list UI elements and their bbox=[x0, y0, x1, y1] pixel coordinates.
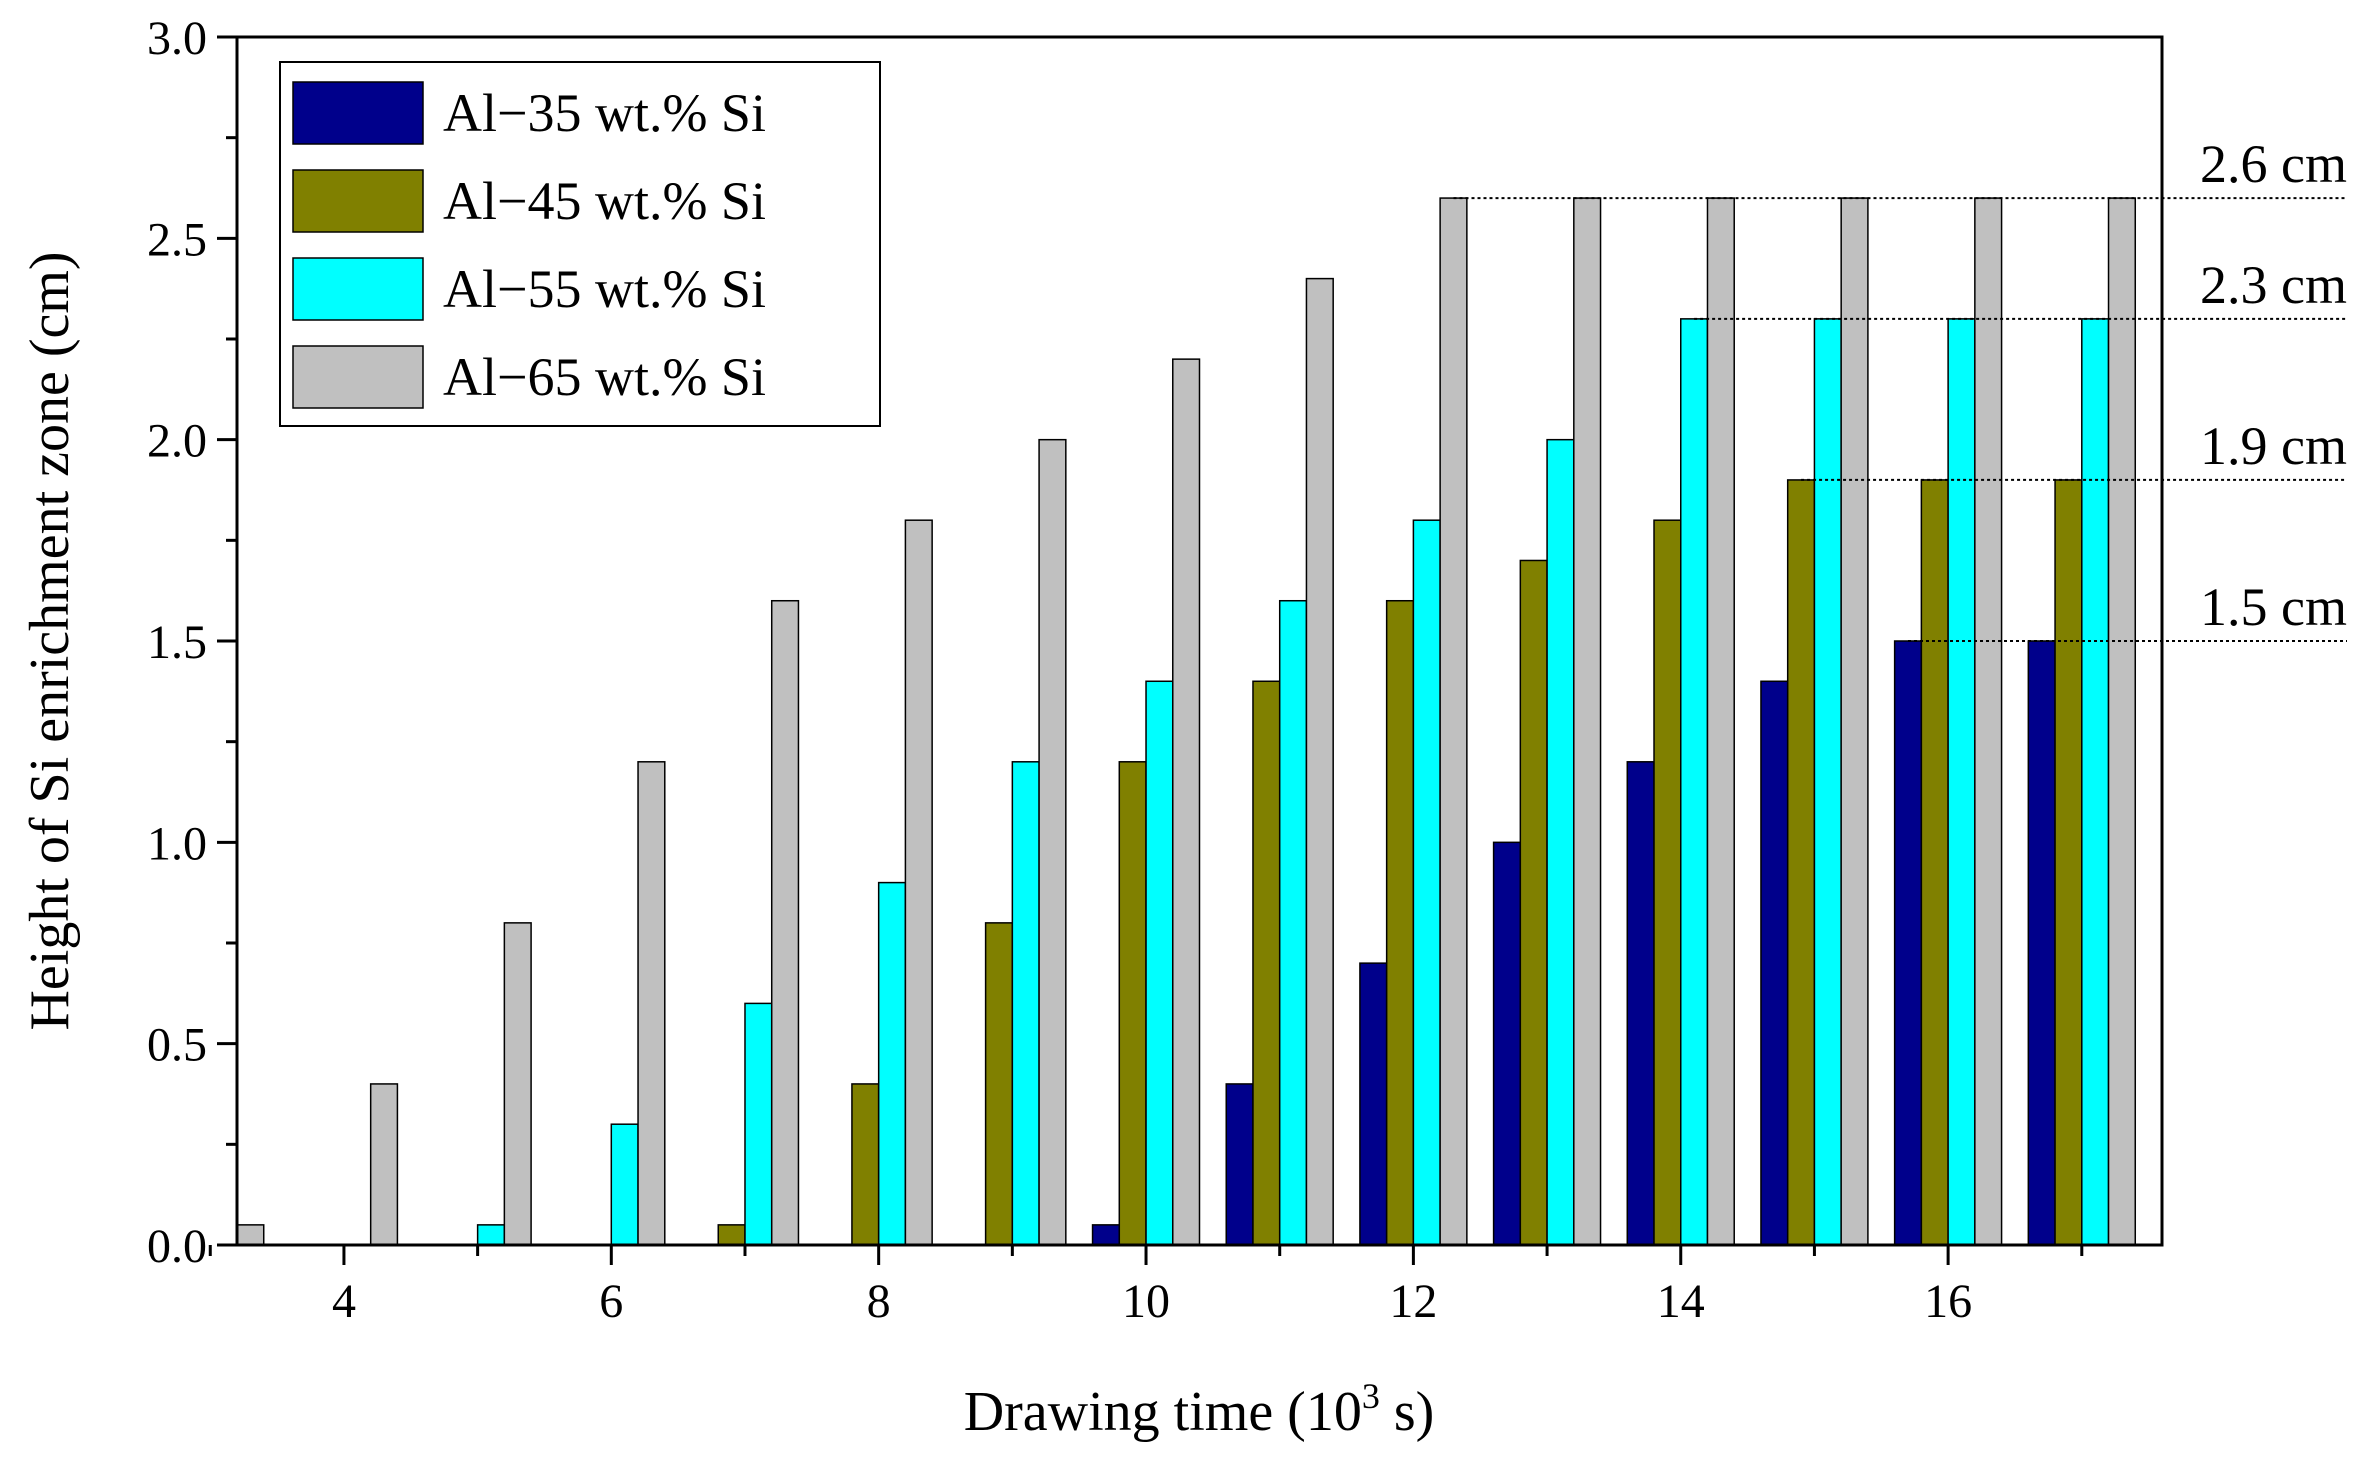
bar-2-11 bbox=[1947, 318, 1976, 1246]
bar-2-3 bbox=[877, 881, 907, 1246]
bar-1-5 bbox=[1385, 599, 1415, 1246]
y-tick-label: 3.0 bbox=[147, 12, 207, 65]
legend-label: Al−45 wt.% Si bbox=[443, 171, 766, 231]
annotation-label: 2.3 cm bbox=[2200, 255, 2347, 315]
bar-2-8 bbox=[1546, 438, 1575, 1246]
bar-3-7 bbox=[1172, 358, 1201, 1246]
annotation-label: 1.5 cm bbox=[2200, 577, 2347, 637]
y-tick-label: 1.0 bbox=[147, 817, 207, 870]
bar-2-4 bbox=[1011, 761, 1040, 1246]
x-tick-label: 14 bbox=[1657, 1275, 1705, 1328]
legend-swatch bbox=[292, 169, 424, 233]
legend-items: Al−35 wt.% Si Al−45 wt.% Si Al−55 wt.% Si A… bbox=[292, 81, 766, 409]
bar-0-6 bbox=[1893, 640, 1923, 1246]
bar-1-0 bbox=[717, 1224, 746, 1246]
bar-3-11 bbox=[1706, 197, 1735, 1246]
bar-3-6 bbox=[1038, 438, 1067, 1246]
bar-0-7 bbox=[2027, 640, 2056, 1246]
annotation-layer: 2.6 cm 2.3 cm 1.9 cm 1.5 cm bbox=[1453, 134, 2347, 642]
y-tick-label: 0.0 bbox=[147, 1220, 207, 1273]
bar-2-0 bbox=[476, 1224, 506, 1246]
bar-1-1 bbox=[851, 1083, 880, 1246]
bar-3-2 bbox=[503, 922, 532, 1246]
y-tick-label: 1.5 bbox=[147, 616, 207, 669]
bar-3-8 bbox=[1305, 277, 1334, 1246]
annotation-label: 2.6 cm bbox=[2200, 134, 2347, 194]
bar-1-8 bbox=[1786, 479, 1816, 1246]
bar-0-2 bbox=[1359, 962, 1388, 1246]
legend-label: Al−55 wt.% Si bbox=[443, 259, 766, 319]
bar-3-1 bbox=[369, 1083, 399, 1246]
x-axis-title: Drawing time (103 s) bbox=[964, 1376, 1435, 1443]
bar-0-4 bbox=[1626, 761, 1655, 1246]
y-tick-label: 2.0 bbox=[147, 415, 207, 468]
bar-0-5 bbox=[1760, 680, 1789, 1246]
bar-3-10 bbox=[1573, 197, 1602, 1246]
bar-3-13 bbox=[1974, 197, 2003, 1246]
bar-3-5 bbox=[904, 519, 933, 1246]
y-tick-label: 0.5 bbox=[147, 1019, 207, 1072]
x-tick-label: 6 bbox=[599, 1275, 623, 1328]
legend-swatch bbox=[292, 81, 424, 145]
legend-label: Al−35 wt.% Si bbox=[443, 83, 766, 143]
bar-2-9 bbox=[1680, 318, 1709, 1246]
bar-1-9 bbox=[1920, 479, 1949, 1246]
x-axis-title-main: Drawing time (10 bbox=[964, 1381, 1362, 1443]
y-axis-title: Height of Si enrichment zone (cm) bbox=[19, 251, 81, 1030]
bar-0-0 bbox=[1091, 1224, 1121, 1246]
bar-0-3 bbox=[1492, 841, 1522, 1246]
bar-2-2 bbox=[744, 1002, 773, 1246]
x-tick-label: 4 bbox=[332, 1275, 356, 1328]
bar-3-3 bbox=[637, 761, 666, 1246]
x-tick-label: 8 bbox=[867, 1275, 891, 1328]
bar-3-9 bbox=[1439, 197, 1468, 1246]
bar-3-4 bbox=[770, 599, 800, 1246]
bar-1-10 bbox=[2054, 479, 2083, 1246]
x-axis-title-tail: s) bbox=[1380, 1381, 1434, 1443]
bar-1-2 bbox=[984, 922, 1014, 1246]
legend-label: Al−65 wt.% Si bbox=[443, 347, 766, 407]
legend-swatch bbox=[292, 257, 424, 321]
bar-0-1 bbox=[1225, 1083, 1254, 1246]
y-tick-label: 2.5 bbox=[147, 213, 207, 266]
bar-2-10 bbox=[1813, 318, 1842, 1246]
annotation-label: 1.9 cm bbox=[2200, 416, 2347, 476]
bar-2-12 bbox=[2081, 318, 2110, 1246]
bar-2-7 bbox=[1412, 519, 1441, 1246]
x-tick-label: 16 bbox=[1924, 1275, 1972, 1328]
legend: Al−35 wt.% Si Al−45 wt.% Si Al−55 wt.% Si A… bbox=[279, 61, 881, 427]
x-tick-label: 10 bbox=[1122, 1275, 1170, 1328]
ticks-layer: 4 6 8 10 12 14 16 0.0 0.5 1.0 1.5 2.0 2.5 3.0 bbox=[147, 12, 2084, 1328]
bar-2-5 bbox=[1145, 680, 1174, 1246]
bar-3-0 bbox=[236, 1224, 265, 1246]
bar-2-1 bbox=[610, 1123, 639, 1246]
bar-1-4 bbox=[1252, 680, 1281, 1246]
bar-3-14 bbox=[2107, 197, 2137, 1246]
bar-3-12 bbox=[1840, 197, 1869, 1246]
bars-layer bbox=[236, 197, 2137, 1246]
x-tick-label: 12 bbox=[1389, 1275, 1437, 1328]
x-axis-title-sup: 3 bbox=[1362, 1376, 1380, 1416]
bar-1-6 bbox=[1519, 559, 1548, 1246]
bar-2-6 bbox=[1278, 599, 1308, 1246]
bar-1-3 bbox=[1118, 761, 1147, 1246]
bar-1-7 bbox=[1653, 519, 1682, 1246]
legend-swatch bbox=[292, 345, 424, 409]
